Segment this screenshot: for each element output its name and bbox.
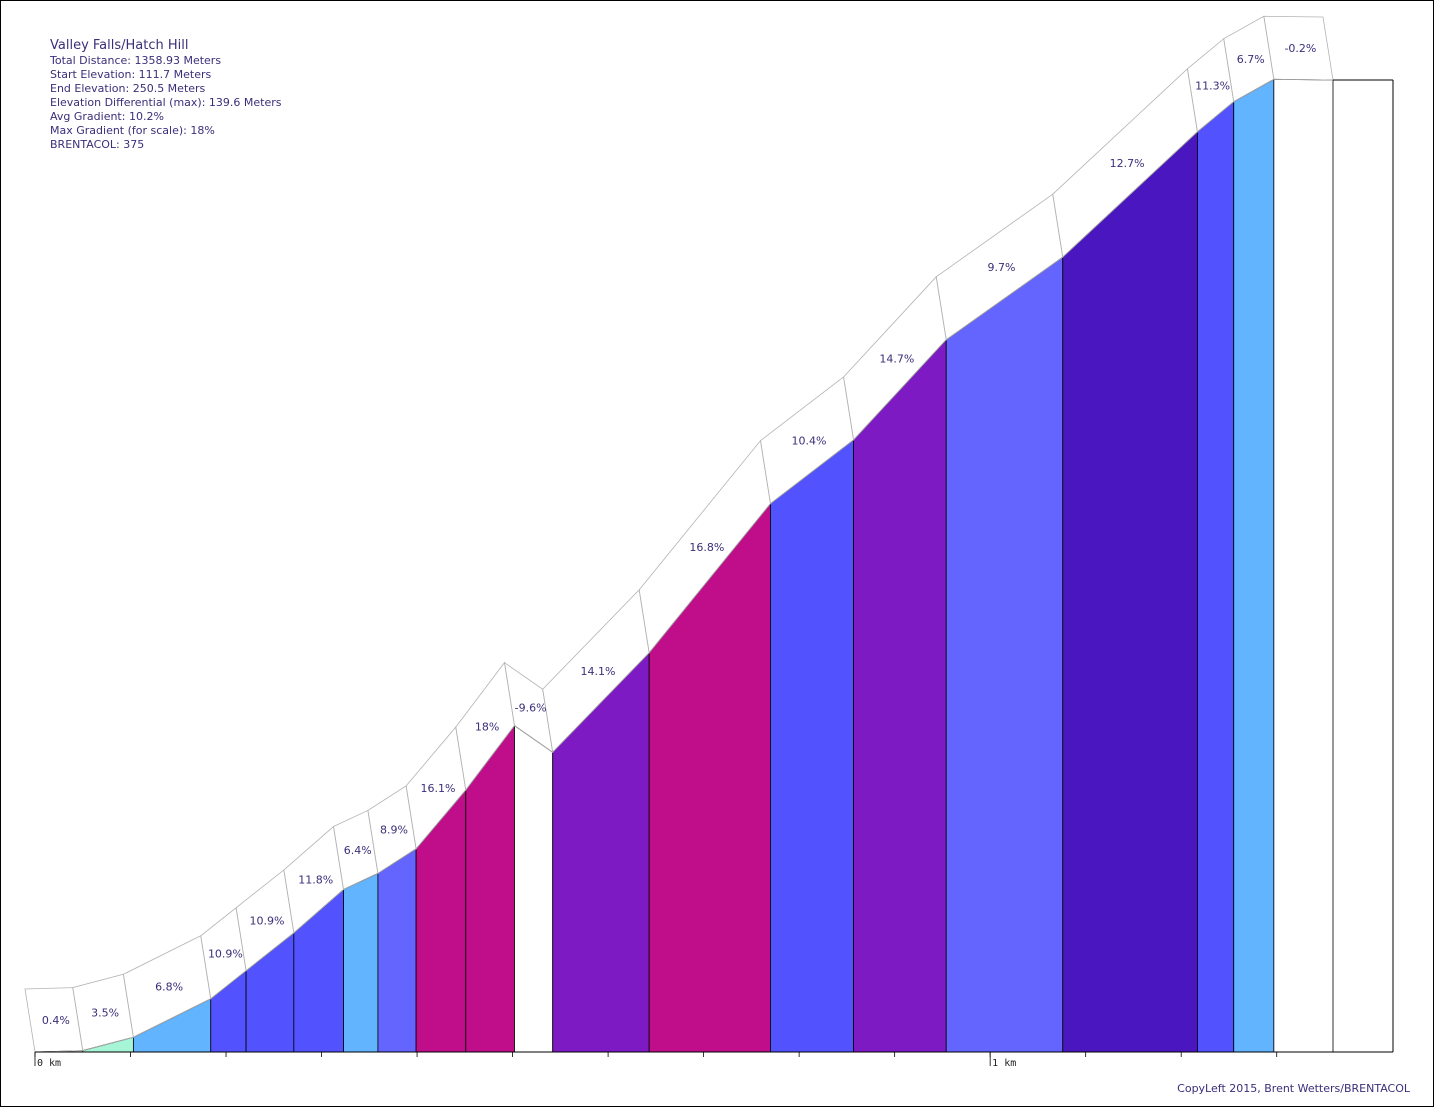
copyright-text: CopyLeft 2015, Brent Wetters/BRENTACOL — [1177, 1082, 1411, 1095]
segment-label-box — [1263, 15, 1334, 81]
segment-fill — [343, 872, 379, 1053]
segment-gradient-label: 16.8% — [689, 541, 724, 554]
segment-gradient-label: 6.7% — [1237, 53, 1265, 66]
segment-fill — [1197, 100, 1235, 1053]
chart-title: Valley Falls/Hatch Hill — [50, 38, 189, 53]
info-line: Max Gradient (for scale): 18% — [50, 124, 215, 137]
info-line: Total Distance: 1358.93 Meters — [49, 54, 221, 67]
x-axis: 0 km 1 km — [34, 79, 1394, 1069]
segment-fill — [648, 502, 771, 1053]
segment-gradient-label: 10.9% — [249, 914, 284, 927]
segment-gradient-label: 14.7% — [879, 352, 914, 365]
segment-fill — [945, 256, 1064, 1053]
segment-fill — [1273, 78, 1334, 1053]
x-tick-label: 0 km — [37, 1058, 61, 1069]
segment-gradient-label: 12.7% — [1110, 157, 1145, 170]
segment-fill — [770, 439, 854, 1053]
segment-fill — [293, 888, 344, 1053]
segment-gradient-label: 14.1% — [580, 665, 615, 678]
segment-fill — [415, 788, 467, 1053]
segment-fill — [514, 724, 554, 1053]
segment-gradient-label: 10.4% — [792, 434, 827, 447]
segment-gradient-label: 9.7% — [988, 261, 1016, 274]
segment-fill — [853, 338, 947, 1053]
segment-gradient-label: 16.1% — [420, 782, 455, 795]
segment-fill — [1062, 130, 1198, 1053]
segment-fill — [377, 848, 417, 1053]
segment-gradient-label: 0.4% — [42, 1014, 70, 1027]
segment-gradient-label: 10.9% — [208, 947, 243, 960]
x-tick-label: 1 km — [992, 1058, 1016, 1069]
segment-gradient-label: -0.2% — [1284, 42, 1316, 55]
info-line: End Elevation: 250.5 Meters — [50, 82, 206, 95]
segment-fill — [245, 932, 295, 1053]
info-line: BRENTACOL: 375 — [50, 138, 144, 151]
segment-gradient-label: 18% — [475, 720, 499, 733]
info-block: Valley Falls/Hatch Hill Total Distance: … — [49, 38, 282, 151]
segment-gradient-label: 8.9% — [380, 824, 408, 837]
segment-gradient-label: 6.8% — [155, 981, 183, 994]
info-line: Start Elevation: 111.7 Meters — [50, 68, 212, 81]
gradient-labels: 0.4% 3.5% 6.8% 10.9% 10.9% 11.8% 6.4% 8.9% 16.1%… — [42, 42, 1316, 1027]
info-line: Elevation Differential (max): 139.6 Mete… — [50, 96, 282, 109]
segment-gradient-label: 6.4% — [344, 844, 372, 857]
segment-fill — [132, 998, 212, 1053]
segment-fill — [552, 651, 650, 1053]
segment-gradient-label: 3.5% — [91, 1006, 119, 1019]
info-line: Avg Gradient: 10.2% — [50, 110, 164, 123]
gradient-label-boxes — [24, 15, 1334, 1053]
segment-gradient-label: 11.8% — [298, 874, 333, 887]
segment-fill — [1233, 78, 1275, 1053]
segment-fill — [210, 969, 247, 1053]
segment-fill — [465, 724, 515, 1053]
segment-gradient-label: 11.3% — [1195, 79, 1230, 92]
segment-fills — [34, 78, 1334, 1053]
segment-gradient-label: -9.6% — [515, 701, 547, 714]
